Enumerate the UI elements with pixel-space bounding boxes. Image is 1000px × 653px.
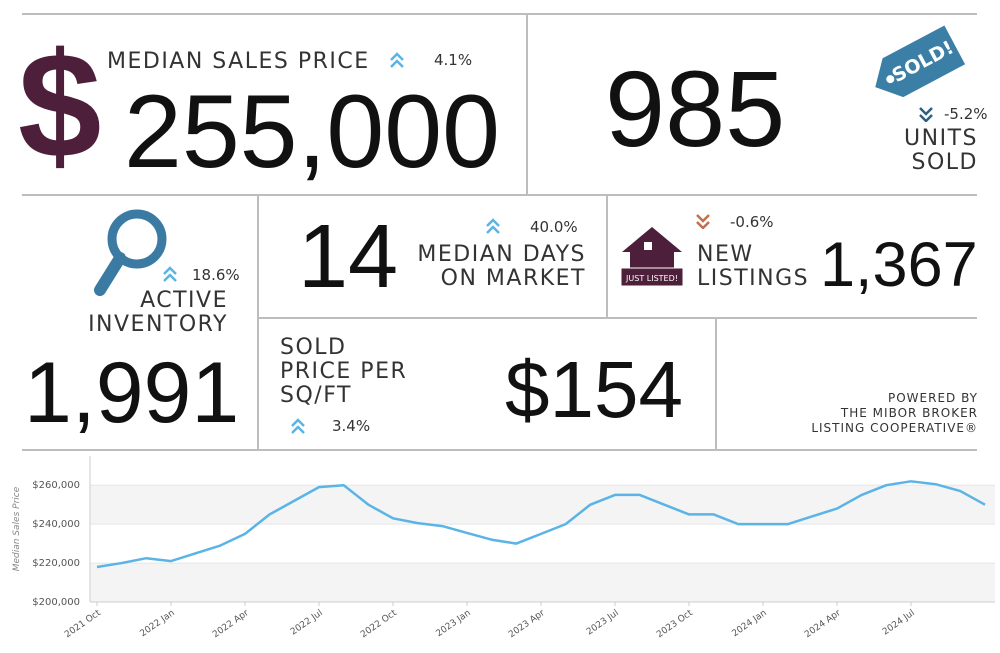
label-line: NEW [697,242,754,267]
label: ACTIVE INVENTORY [88,289,228,337]
label-line: SOLD [911,150,978,175]
label-line: ACTIVE [140,288,228,313]
x-tick-label: 2022 Oct [359,608,399,640]
sold-tag: SOLD! [875,25,966,98]
sign-text: JUST LISTED! [625,274,678,283]
change: 4.1% [434,51,473,69]
powered-line: LISTING COOPERATIVE® [811,421,978,435]
x-tick-label: 2023 Jul [585,608,621,637]
label: UNITS SOLD [904,127,978,175]
x-tick-label: 2024 Jan [731,608,769,639]
up-arrow [163,266,177,282]
label-line: UNITS [904,126,978,151]
value: $154 [505,345,683,434]
change: 40.0% [530,218,578,236]
label-line: SOLD [280,335,347,360]
up-arrow [390,52,404,68]
label: NEW LISTINGS [697,243,809,291]
y-tick-label: $220,000 [32,558,80,569]
label-line: SQ/FT [280,383,352,408]
divider [715,318,717,450]
down-arrow [696,214,710,229]
powered-by: POWERED BY THE MIBOR BROKER LISTING COOPER… [811,391,978,436]
down-arrow [919,107,933,122]
label-line: MEDIAN DAYS [417,242,586,267]
change: 3.4% [332,417,371,435]
change: 18.6% [192,266,240,284]
change: -5.2% [944,105,988,123]
x-tick-label: 2023 Oct [655,608,695,640]
house-icon: JUST LISTED! [620,227,684,287]
grid-band [90,563,995,602]
x-tick-label: 2024 Jul [881,608,917,637]
x-tick-label: 2024 Apr [803,608,843,640]
divider [526,13,528,195]
value: 255,000 [124,74,500,190]
divider [257,195,259,450]
x-tick-label: 2023 Apr [507,608,547,640]
x-tick-label: 2022 Jul [289,608,325,637]
divider [22,194,977,196]
label: SOLD PRICE PER SQ/FT [280,336,407,408]
divider [22,449,977,451]
label: MEDIAN DAYS ON MARKET [417,243,586,291]
change: -0.6% [730,213,774,231]
line [96,480,986,569]
up-arrow [486,218,500,234]
y-axis-label: Median Sales Price [12,486,22,571]
y-tick-label: $260,000 [32,480,80,491]
value: 1,991 [24,345,240,441]
divider [258,317,977,319]
label-line: LISTINGS [697,266,810,291]
chart: $200,000 $220,000 $240,000 $260,000 Median S… [12,456,995,640]
magnifier-icon [94,209,167,296]
value: 1,367 [820,230,978,300]
x-tick-label: 2021 Oct [63,608,103,640]
label-line: PRICE PER [280,359,408,384]
label-line: INVENTORY [88,312,228,337]
grid-band [90,485,995,525]
label: MEDIAN SALES PRICE [107,49,370,74]
label-line: ON MARKET [440,266,586,291]
divider [606,195,608,318]
divider [22,13,977,15]
powered-line: POWERED BY [887,391,978,405]
dollar-icon: $ [18,21,102,189]
value: 14 [298,207,399,307]
y-tick-label: $200,000 [32,597,80,608]
powered-line: THE MIBOR BROKER [840,406,978,420]
up-arrow [291,418,305,434]
value: 985 [605,48,786,169]
x-tick-label: 2022 Jan [139,608,177,639]
x-tick-label: 2023 Jan [435,608,473,639]
x-tick-label: 2022 Apr [211,608,251,640]
y-tick-label: $240,000 [32,519,80,530]
